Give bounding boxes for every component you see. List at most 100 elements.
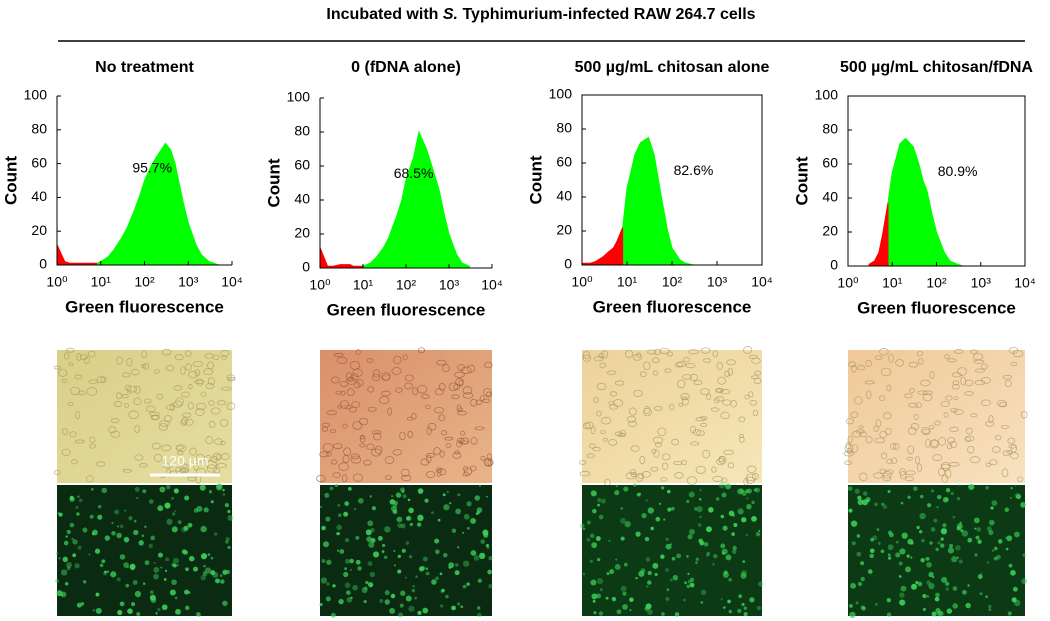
cell (350, 453, 360, 460)
fluorescent-cell (412, 585, 415, 588)
fluorescent-cell (183, 525, 189, 531)
fluorescent-cell (645, 603, 652, 610)
cell (401, 474, 412, 482)
fluorescent-cell (979, 592, 983, 596)
cell (866, 390, 872, 400)
fluorescent-cell (666, 543, 672, 550)
cell (951, 372, 962, 378)
fluorescent-cell (99, 563, 104, 568)
cell (907, 445, 915, 454)
fluorescent-cell (944, 581, 950, 586)
fluorescent-cell (417, 610, 422, 616)
fluorescent-cell (227, 515, 234, 521)
fluorescent-cell (157, 552, 163, 558)
cell (693, 428, 701, 436)
cell (865, 359, 872, 368)
fluorescent-cell (1014, 492, 1021, 499)
cell (208, 400, 215, 406)
cell (185, 350, 192, 357)
fluorescent-cell (320, 577, 328, 584)
cell (216, 400, 226, 406)
fluorescent-cell (990, 506, 994, 510)
fluorescent-cell (343, 571, 349, 578)
cell (372, 432, 382, 441)
fluorescent-cell (226, 570, 231, 575)
cell (342, 423, 348, 429)
fluorescent-cell (439, 604, 444, 608)
fluorescent-cell (111, 521, 114, 525)
cell (857, 365, 865, 371)
cell (63, 352, 70, 360)
fluorescent-cell (598, 514, 604, 520)
fluorescent-cell (850, 520, 858, 527)
fluorescent-cell (65, 535, 68, 538)
fluorescent-cell (405, 541, 410, 545)
fluorescent-cell (869, 553, 874, 559)
cell (339, 380, 349, 387)
cell (627, 420, 637, 427)
cell (71, 459, 78, 465)
fluorescent-cell (728, 609, 733, 614)
cell (134, 385, 141, 394)
cell (669, 403, 675, 411)
cell (630, 445, 640, 452)
fluorescent-cell (353, 508, 357, 511)
cell (685, 363, 696, 369)
x-axis-label: Green fluorescence (65, 297, 224, 316)
fluorescent-cell (599, 588, 603, 592)
fluorescent-cell (870, 537, 875, 542)
y-tick-label: 40 (556, 188, 572, 204)
fluorescent-cell (934, 596, 940, 602)
cell (686, 476, 698, 485)
fluorescent-cell (414, 596, 418, 600)
fluorescent-cell (906, 554, 910, 558)
fluorescent-cell (400, 590, 406, 596)
title-start: Incubated with (326, 6, 438, 23)
cell (122, 468, 133, 473)
cell (61, 448, 71, 456)
fluorescent-cell (867, 569, 873, 574)
cell (175, 397, 184, 406)
fluorescent-cell (172, 512, 176, 516)
fluorescent-cell (635, 576, 638, 580)
fluorescent-cell (88, 553, 91, 556)
fluorescent-cell (148, 543, 153, 549)
cell (352, 473, 363, 482)
fluorescent-cell (224, 502, 230, 508)
fluorescent-cell (967, 537, 973, 543)
fluorescent-cell (216, 483, 223, 490)
cell (134, 424, 140, 434)
cell (953, 396, 959, 401)
fluorescent-cell (72, 539, 78, 545)
fluorescent-cell (696, 505, 703, 513)
fluorescent-cell (728, 510, 735, 517)
histogram-area (319, 247, 364, 269)
fluorescent-cell (665, 537, 669, 541)
cell (949, 426, 959, 432)
cell (134, 454, 144, 461)
fluorescent-cell (208, 490, 213, 494)
cell (424, 404, 431, 409)
x-tick-label: 10³ (178, 274, 199, 290)
fluorescent-cell (63, 540, 69, 546)
cell (156, 393, 164, 400)
cell (682, 374, 692, 380)
fluorescent-cell (582, 573, 586, 576)
fluorescent-cell (55, 579, 59, 583)
cell (934, 420, 941, 426)
cell (58, 369, 68, 377)
cell (462, 386, 473, 395)
fluorescent-cell (382, 543, 386, 547)
fluorescent-cell (439, 572, 443, 576)
fluorescent-cell (976, 527, 982, 532)
fluorescent-cell (860, 576, 865, 582)
cell (715, 396, 725, 402)
fluorescent-cell (136, 497, 139, 500)
cell (938, 467, 945, 477)
cell (874, 355, 883, 361)
fluorescent-cell (404, 576, 407, 579)
fluorescent-cell (355, 535, 360, 540)
fluorescent-cell (169, 589, 176, 596)
fluorescent-cell (199, 484, 206, 491)
